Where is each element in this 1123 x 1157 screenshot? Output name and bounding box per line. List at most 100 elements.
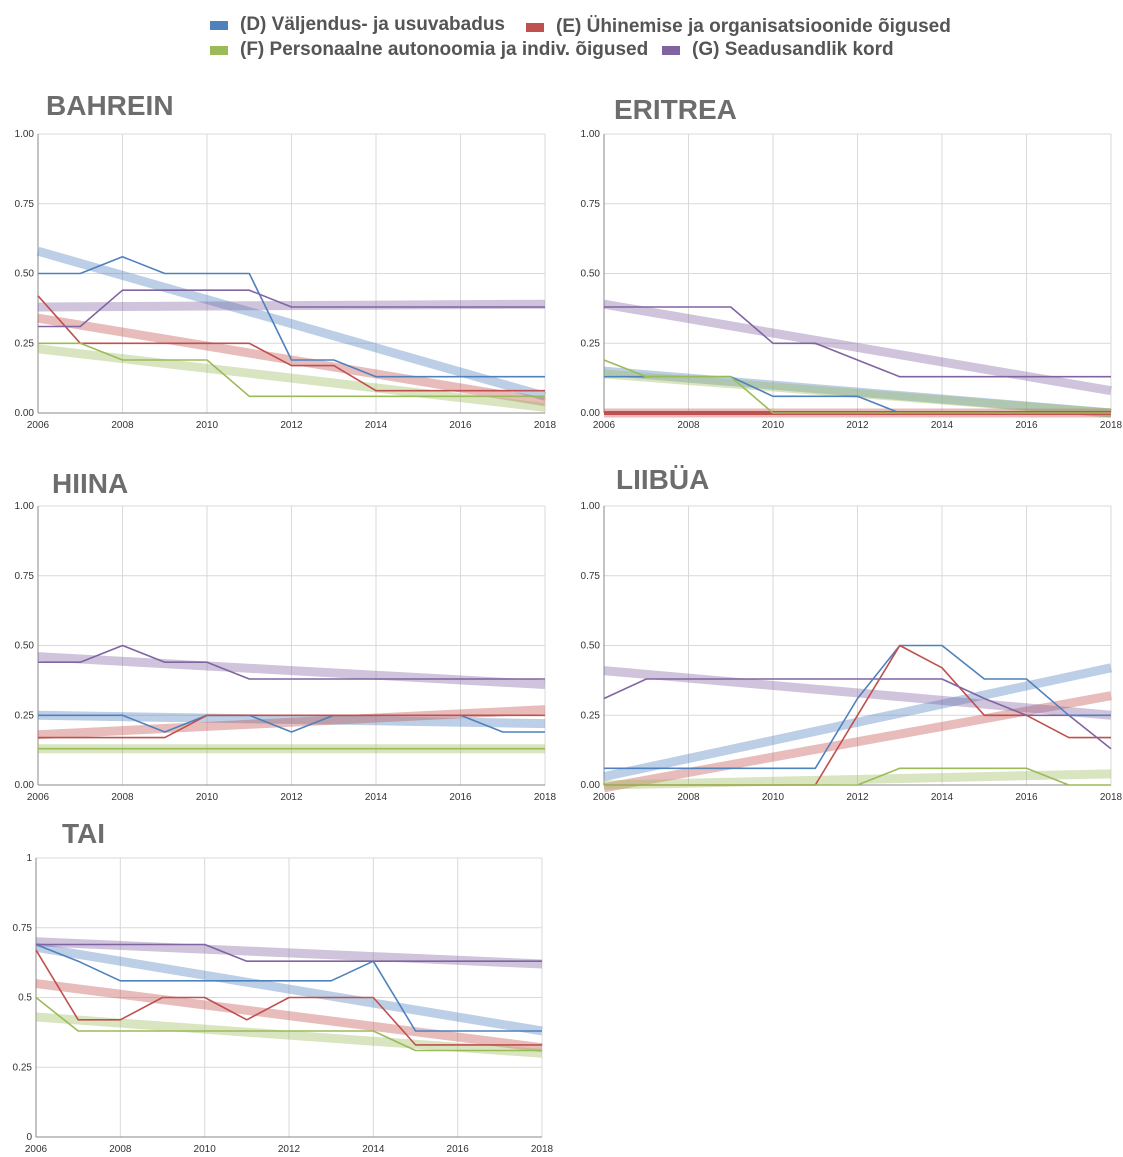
series-line-f [603,359,1111,414]
y-tick-label: 0.50 [581,269,601,280]
x-tick-label: 2014 [362,1144,385,1155]
y-tick-label: 0.25 [13,1062,33,1073]
series-line-g [603,678,1112,750]
x-tick-label: 2016 [1015,420,1038,431]
series-line-f [35,996,542,1052]
legend-label-e: (E) Ühinemise ja organisatsioonide õigus… [556,16,951,37]
panel-1: 0.00 0.25 0.50 0.75 1.00 2006 2008 2010 2012 2014… [581,129,1123,431]
x-tick-label: 2014 [931,792,954,803]
trendline-e [35,979,543,1053]
series-line-f [604,767,1111,786]
x-tick-label: 2006 [27,792,50,803]
x-tick-label: 2012 [280,420,303,431]
trendline-f [603,769,1112,790]
x-tick-label: 2008 [677,792,700,803]
y-tick-label: 0.00 [581,408,601,419]
series-line-d [604,644,1111,770]
legend-swatch-e [526,22,544,32]
y-tick-label: 0.50 [15,641,35,652]
panel-0: 0.00 0.25 0.50 0.75 1.00 2006 2008 2010 2012 2014… [15,129,557,431]
x-tick-label: 2006 [27,420,50,431]
series-line-d [35,943,542,1032]
y-tick-label: 1.00 [15,501,35,512]
x-tick-label: 2010 [196,792,219,803]
legend-swatch-g [662,45,680,55]
legend-label-f: (F) Personaalne autonoomia ja indiv. õig… [240,39,649,60]
trendline-g [35,937,543,969]
y-tick-label: 0.75 [15,571,35,582]
x-tick-label: 2018 [1100,792,1123,803]
chart-title-tai: TAI [62,818,106,849]
series-line-g [38,644,545,680]
trendline-g [37,299,546,312]
series-line-e [38,714,545,739]
legend-item-f: (F) Personaalne autonoomia ja indiv. õig… [210,39,648,61]
x-tick-label: 2016 [1015,792,1038,803]
legend-item-g: (G) Seadusandlik kord [662,39,894,61]
x-tick-label: 2012 [846,792,869,803]
x-tick-label: 2008 [111,792,134,803]
trendline-d [37,710,546,729]
legend-swatch-d [210,20,228,30]
x-tick-label: 2014 [365,792,388,803]
x-tick-label: 2006 [25,1144,48,1155]
trendline-f [37,344,546,412]
legend-item-d: (D) Väljendus- ja usuvabadus [210,14,505,36]
legend-item-e: (E) Ühinemise ja organisatsioonide õigus… [526,16,951,38]
trendline-e [603,691,1112,793]
x-tick-label: 2014 [931,420,954,431]
y-tick-label: 1 [26,853,32,864]
y-tick-label: 0.00 [581,780,601,791]
x-tick-label: 2016 [449,792,472,803]
y-tick-label: 0.75 [581,199,601,210]
y-tick-label: 0.75 [13,923,33,934]
x-tick-label: 2018 [534,792,557,803]
x-tick-label: 2006 [593,420,616,431]
trendline-g [37,652,546,690]
x-tick-label: 2008 [109,1144,132,1155]
x-tick-label: 2010 [194,1144,217,1155]
y-tick-label: 0.75 [581,571,601,582]
series-line-g [36,943,542,963]
y-tick-label: 0.75 [15,199,35,210]
x-tick-label: 2018 [1100,420,1123,431]
legend-label-g: (G) Seadusandlik kord [692,39,894,60]
trendline-f [35,1012,543,1058]
legend-label-d: (D) Väljendus- ja usuvabadus [240,14,505,35]
series-line-e [35,949,542,1046]
series-line-g [38,289,545,328]
chart-title-eritrea: ERITREA [614,94,737,125]
x-tick-label: 2010 [762,420,785,431]
x-tick-label: 2018 [531,1144,554,1155]
y-tick-label: 0.25 [15,338,35,349]
x-tick-label: 2010 [762,792,785,803]
y-tick-label: 0.5 [18,993,32,1004]
chart-title-liibua: LIIBÜA [616,464,710,495]
series-line-g [604,306,1111,378]
series-line-e [37,295,545,392]
y-tick-label: 0.50 [581,641,601,652]
y-tick-label: 0.25 [15,710,35,721]
panel-2: 0.00 0.25 0.50 0.75 1.00 2006 2008 2010 2012 2014… [15,501,557,803]
trendline-d [36,246,547,401]
chart-title-bahrein: BAHREIN [46,90,174,121]
x-tick-label: 2012 [280,792,303,803]
x-tick-label: 2008 [677,420,700,431]
trendline-d [603,366,1112,418]
y-tick-label: 1.00 [581,129,601,140]
trendline-g [603,666,1112,720]
trendline-f [603,369,1112,418]
y-tick-label: 0.00 [15,780,35,791]
y-tick-label: 1.00 [581,501,601,512]
x-tick-label: 2010 [196,420,219,431]
y-tick-label: 0.25 [581,710,601,721]
trendline-e [37,705,546,740]
y-tick-label: 0.00 [15,408,35,419]
x-tick-label: 2008 [111,420,134,431]
y-tick-label: 0.50 [15,269,35,280]
series-line-f [38,342,545,398]
trendline-d [35,942,543,1036]
y-tick-label: 0 [26,1132,32,1143]
x-tick-label: 2012 [846,420,869,431]
